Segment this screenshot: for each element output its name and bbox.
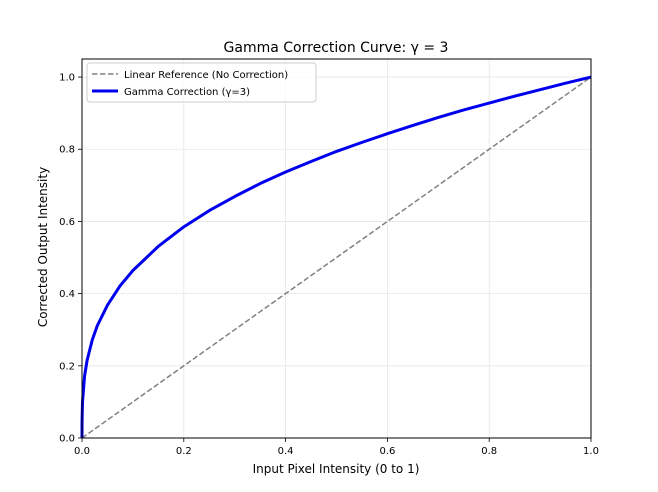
x-axis-label: Input Pixel Intensity (0 to 1) bbox=[253, 462, 420, 476]
x-tick-label: 0.4 bbox=[278, 446, 294, 457]
legend: Linear Reference (No Correction) Gamma C… bbox=[86, 62, 317, 103]
y-axis-label: Corrected Output Intensity bbox=[36, 167, 50, 327]
x-tick-label: 0.0 bbox=[74, 446, 90, 457]
y-axis-ticks: 0.0 0.2 0.4 0.6 0.8 1.0 bbox=[59, 73, 82, 445]
grid-lines bbox=[81, 59, 592, 439]
y-tick-label: 0.6 bbox=[59, 217, 75, 228]
y-tick-label: 0.4 bbox=[59, 289, 75, 300]
legend-label-linear: Linear Reference (No Correction) bbox=[124, 70, 288, 81]
y-tick-label: 0.8 bbox=[59, 145, 75, 156]
x-tick-label: 0.8 bbox=[481, 446, 497, 457]
plot-series bbox=[80, 75, 592, 439]
axes-frame bbox=[81, 58, 592, 439]
gamma-curve-line bbox=[80, 75, 592, 439]
y-tick-label: 1.0 bbox=[59, 73, 75, 84]
legend-label-gamma: Gamma Correction (γ=3) bbox=[124, 87, 250, 98]
chart-title: Gamma Correction Curve: γ = 3 bbox=[224, 40, 449, 56]
x-tick-label: 0.2 bbox=[176, 446, 192, 457]
x-axis-ticks: 0.0 0.2 0.4 0.6 0.8 1.0 bbox=[74, 438, 599, 457]
x-tick-label: 1.0 bbox=[583, 446, 599, 457]
y-tick-label: 0.2 bbox=[59, 361, 75, 372]
y-tick-label: 0.0 bbox=[59, 434, 75, 445]
x-tick-label: 0.6 bbox=[379, 446, 395, 457]
legend-box bbox=[86, 62, 317, 103]
